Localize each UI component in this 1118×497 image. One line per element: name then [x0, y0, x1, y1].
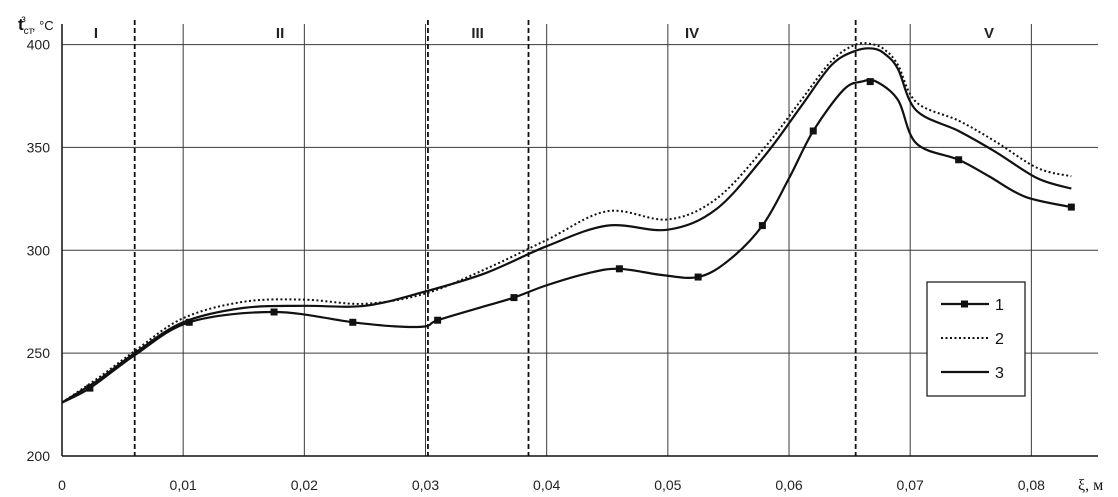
series-1-marker	[434, 316, 442, 324]
series-1-marker	[694, 273, 702, 281]
y-axis-title: tстз, °С	[18, 14, 54, 37]
series-1-marker	[615, 265, 623, 273]
y-tick-label: 200	[27, 448, 51, 464]
zone-boundaries: I II III IV V	[94, 20, 994, 456]
zone-label: IV	[685, 25, 699, 42]
zone-label: II	[276, 25, 284, 42]
x-tick-label: 0,05	[654, 477, 681, 493]
series-1-marker	[349, 318, 357, 326]
series-1-marker	[866, 78, 874, 86]
x-tick-label: 0,06	[775, 477, 802, 493]
series-1-marker	[510, 294, 518, 302]
zone-label: III	[471, 25, 484, 42]
y-tick-label: 350	[27, 139, 51, 155]
x-tick-label: 0,08	[1018, 477, 1045, 493]
x-tick-label: 0,02	[291, 477, 318, 493]
x-tick-label: 0	[58, 477, 66, 493]
series-1-line	[61, 78, 1072, 404]
series-1-marker	[1067, 203, 1075, 211]
axes: 200 250 300 350 400 0 0,01 0,02 0,03 0,04 0,05 0,06…	[18, 14, 1103, 494]
y-tick-label: 250	[27, 345, 51, 361]
series-1-marker	[809, 127, 817, 135]
x-tick-label: 0,07	[897, 477, 924, 493]
legend-label: 3	[995, 365, 1004, 382]
series-layer	[61, 42, 1075, 404]
legend-marker-1	[961, 300, 968, 308]
series-1-marker	[758, 222, 766, 230]
legend: 1 2 3	[926, 281, 1026, 397]
x-tick-label: 0,01	[170, 477, 197, 493]
legend-box	[926, 281, 1026, 397]
y-tick-label: 400	[27, 37, 51, 53]
series-1-marker	[185, 318, 193, 326]
series-2-line	[61, 42, 1072, 404]
zone-label: I	[94, 25, 98, 42]
series-1-marker	[86, 384, 94, 392]
zone-label: V	[984, 25, 994, 42]
legend-label: 1	[995, 297, 1004, 314]
y-tick-label: 300	[27, 242, 51, 258]
series-1-marker	[955, 156, 963, 164]
x-tick-label: 0,03	[412, 477, 439, 493]
series-1-marker	[270, 308, 278, 316]
series-3-line	[61, 47, 1072, 404]
x-axis-title: ξ, м	[1078, 477, 1103, 494]
legend-label: 2	[995, 331, 1004, 348]
x-tick-label: 0,04	[533, 477, 560, 493]
grid	[62, 24, 1098, 456]
